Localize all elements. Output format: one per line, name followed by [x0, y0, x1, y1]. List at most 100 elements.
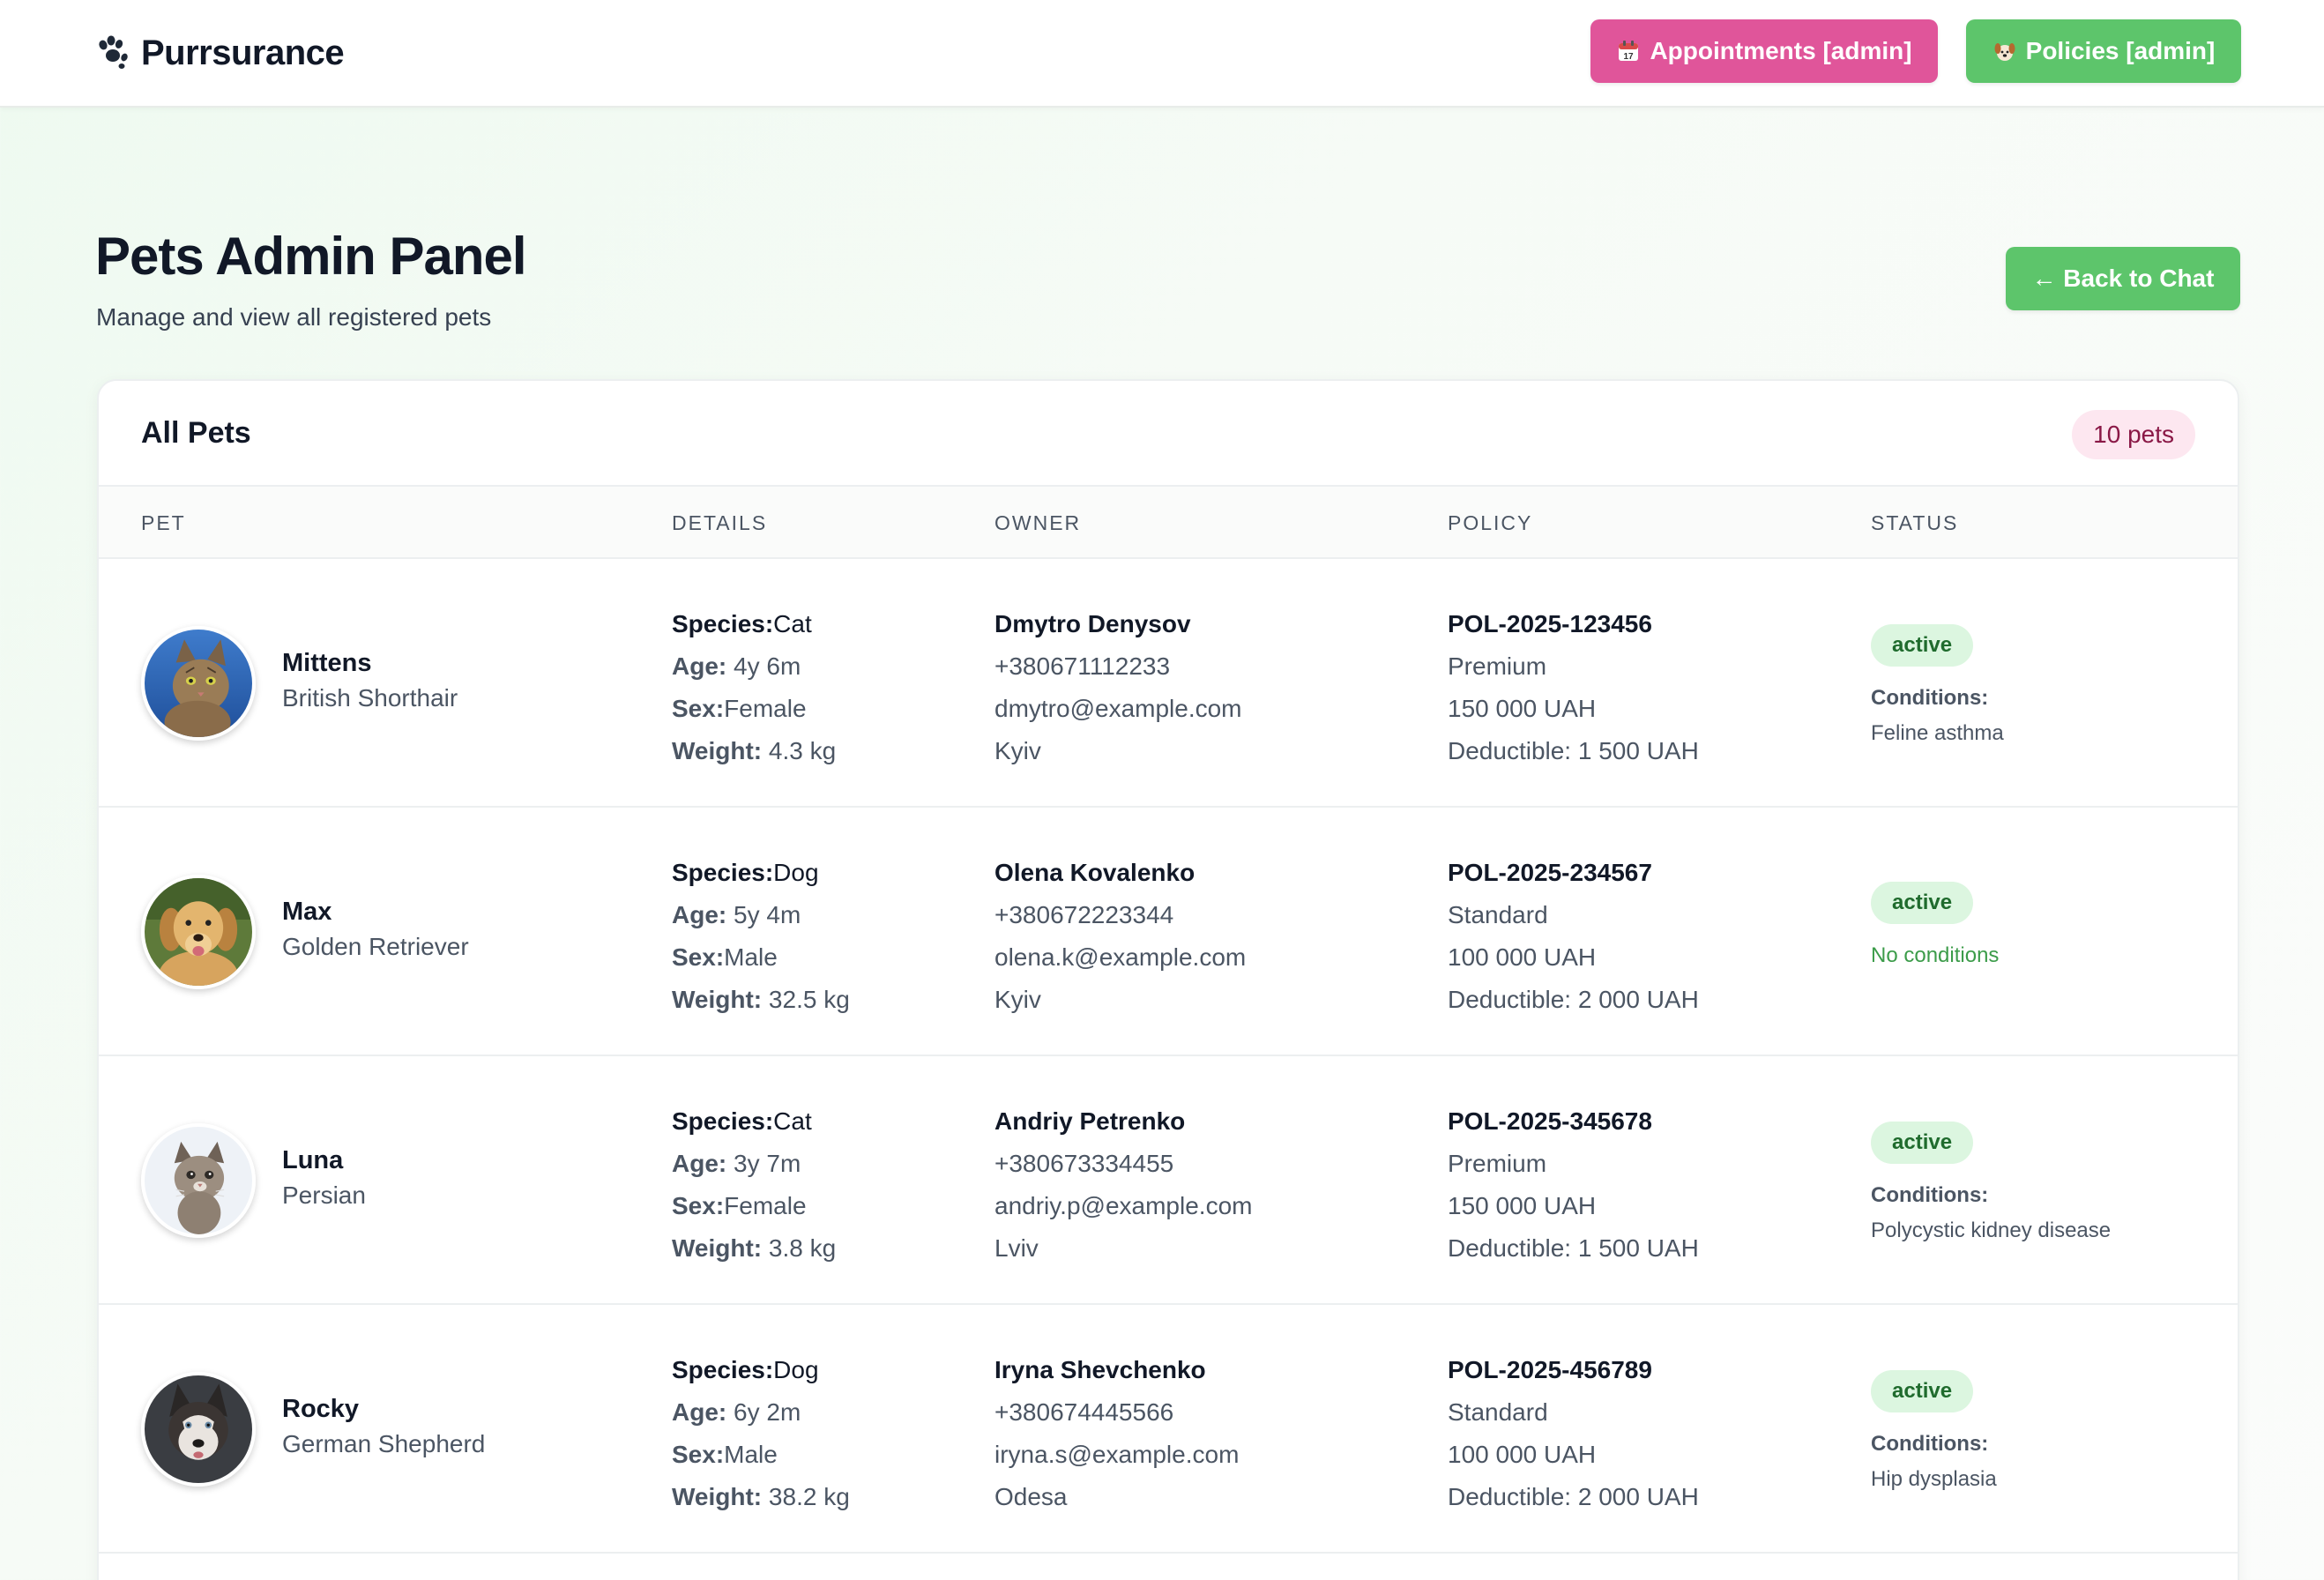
pet-name[interactable]: Luna — [282, 1146, 344, 1174]
owner-email: andriy.p@example.com — [994, 1192, 1253, 1219]
policy-coverage: 150 000 UAH — [1448, 1192, 1597, 1219]
appointments-admin-label: Appointments [admin] — [1650, 37, 1912, 64]
brand[interactable]: Purrsurance — [95, 30, 345, 76]
owner-city: Lviv — [994, 1234, 1039, 1262]
pet-weight: 4.3 kg — [768, 737, 837, 764]
policy-number: POL-2025-456789 — [1448, 1356, 1652, 1383]
pet-weight: 32.5 kg — [768, 986, 850, 1013]
owner-email: iryna.s@example.com — [994, 1441, 1240, 1468]
back-to-chat-button[interactable]: ← Back to Chat — [2006, 247, 2240, 310]
pet-name[interactable]: Max — [282, 898, 332, 926]
policy-coverage: 150 000 UAH — [1448, 695, 1597, 722]
pet-avatar — [141, 1123, 256, 1238]
cat-photo-icon — [145, 630, 252, 737]
policy-deductible: Deductible: 1 500 UAH — [1448, 1234, 1699, 1262]
policy-deductible: Deductible: 1 500 UAH — [1448, 737, 1699, 764]
status-badge: active — [1871, 624, 1974, 667]
conditions-value: Hip dysplasia — [1871, 1467, 1997, 1491]
policy-number: POL-2025-123456 — [1448, 610, 1652, 637]
column-header-owner[interactable]: OWNER — [994, 511, 1082, 534]
owner-city: Kyiv — [994, 986, 1041, 1013]
page-title: Pets Admin Panel — [95, 227, 527, 286]
owner-name: Andriy Petrenko — [994, 1107, 1186, 1135]
owner-name: Olena Kovalenko — [994, 859, 1196, 886]
owner-name: Iryna Shevchenko — [994, 1356, 1206, 1383]
pet-age: 5y 4m — [734, 901, 801, 928]
policy-plan: Premium — [1448, 652, 1547, 680]
status-badge: active — [1871, 882, 1974, 924]
pet-breed: British Shorthair — [282, 684, 458, 712]
owner-email: olena.k@example.com — [994, 943, 1247, 971]
policy-info: POL-2025-123456 Premium 150 000 UAH Dedu… — [1448, 603, 1699, 772]
table-row[interactable]: Max Golden Retriever Species:Dog Age: 5y… — [99, 808, 2238, 1056]
dog-icon — [1994, 43, 2015, 61]
pet-species: Dog — [773, 1356, 819, 1383]
policy-coverage: 100 000 UAH — [1448, 1441, 1597, 1468]
no-conditions-text: No conditions — [1871, 943, 2000, 967]
column-header-pet[interactable]: PET — [141, 511, 186, 534]
brand-name: Purrsurance — [141, 33, 345, 72]
column-header-status[interactable]: STATUS — [1871, 511, 1959, 534]
pet-age: 3y 7m — [734, 1150, 801, 1177]
table-row[interactable]: Mittens British Shorthair Species:Cat Ag… — [99, 559, 2238, 808]
pet-sex: Male — [724, 1441, 778, 1468]
policy-coverage: 100 000 UAH — [1448, 943, 1597, 971]
pet-species: Cat — [773, 610, 812, 637]
status-badge: active — [1871, 1122, 1974, 1164]
dog-photo-icon — [145, 878, 252, 986]
pet-name[interactable]: Rocky — [282, 1395, 360, 1423]
pet-avatar — [141, 1372, 256, 1487]
owner-email: dmytro@example.com — [994, 695, 1242, 722]
pet-sex: Male — [724, 943, 778, 971]
card-title: All Pets — [141, 416, 251, 450]
policy-number: POL-2025-234567 — [1448, 859, 1652, 886]
table-row[interactable]: Luna Persian Species:Cat Age: 3y 7m Sex:… — [99, 1056, 2238, 1305]
card-header: All Pets 10 pets — [99, 381, 2238, 487]
column-header-policy[interactable]: POLICY — [1448, 511, 1533, 534]
owner-info: Iryna Shevchenko +380674445566 iryna.s@e… — [994, 1349, 1239, 1518]
conditions-label: Conditions: — [1871, 1183, 1989, 1207]
conditions-value: Feline asthma — [1871, 721, 2004, 745]
policy-deductible: Deductible: 2 000 UAH — [1448, 1483, 1699, 1510]
page-subtitle: Manage and view all registered pets — [96, 303, 492, 331]
pet-details: Species:Dog Age: 6y 2m Sex:Male Weight: … — [672, 1356, 850, 1510]
owner-name: Dmytro Denysov — [994, 610, 1191, 637]
svg-text:17: 17 — [1624, 52, 1635, 62]
table-row[interactable]: Rocky German Shepherd Species:Dog Age: 6… — [99, 1305, 2238, 1554]
owner-info: Dmytro Denysov +380671112233 dmytro@exam… — [994, 603, 1242, 772]
policy-number: POL-2025-345678 — [1448, 1107, 1652, 1135]
top-navigation-bar: Purrsurance 17 Appointments [admin] Poli… — [0, 0, 2324, 108]
dog-photo-icon — [145, 1375, 252, 1483]
column-header-details[interactable]: DETAILS — [672, 511, 768, 534]
pet-details: Species:Cat Age: 4y 6m Sex:Female Weight… — [672, 610, 837, 764]
policy-info: POL-2025-345678 Premium 150 000 UAH Dedu… — [1448, 1100, 1699, 1270]
owner-phone: +380671112233 — [994, 652, 1171, 680]
pet-breed: German Shepherd — [282, 1430, 486, 1457]
pets-table-card: All Pets 10 pets PET DETAILS OWNER POLIC… — [97, 379, 2239, 1580]
pet-breed: Golden Retriever — [282, 933, 469, 960]
pet-avatar — [141, 875, 256, 989]
status-badge: active — [1871, 1370, 1974, 1412]
pet-species: Dog — [773, 859, 819, 886]
policy-info: POL-2025-234567 Standard 100 000 UAH Ded… — [1448, 852, 1699, 1021]
appointments-admin-button[interactable]: 17 Appointments [admin] — [1590, 19, 1938, 83]
owner-phone: +380673334455 — [994, 1150, 1174, 1177]
pet-details: Species:Cat Age: 3y 7m Sex:Female Weight… — [672, 1107, 837, 1262]
calendar-icon: 17 — [1619, 41, 1639, 62]
conditions-label: Conditions: — [1871, 686, 1989, 710]
pet-age: 4y 6m — [734, 652, 801, 680]
owner-city: Odesa — [994, 1483, 1068, 1510]
pet-name[interactable]: Mittens — [282, 649, 372, 677]
policies-admin-button[interactable]: Policies [admin] — [1966, 19, 2241, 83]
policy-plan: Premium — [1448, 1150, 1547, 1177]
conditions-value: Polycystic kidney disease — [1871, 1219, 2112, 1242]
cat-photo-icon — [145, 1127, 252, 1234]
pet-count-badge: 10 pets — [2072, 410, 2195, 459]
policy-info: POL-2025-456789 Standard 100 000 UAH Ded… — [1448, 1349, 1699, 1518]
owner-info: Andriy Petrenko +380673334455 andriy.p@e… — [994, 1100, 1252, 1270]
owner-info: Olena Kovalenko +380672223344 olena.k@ex… — [994, 852, 1246, 1021]
pet-weight: 38.2 kg — [768, 1483, 850, 1510]
pet-sex: Female — [724, 695, 807, 722]
policy-plan: Standard — [1448, 1398, 1548, 1426]
conditions-label: Conditions: — [1871, 1432, 1989, 1456]
